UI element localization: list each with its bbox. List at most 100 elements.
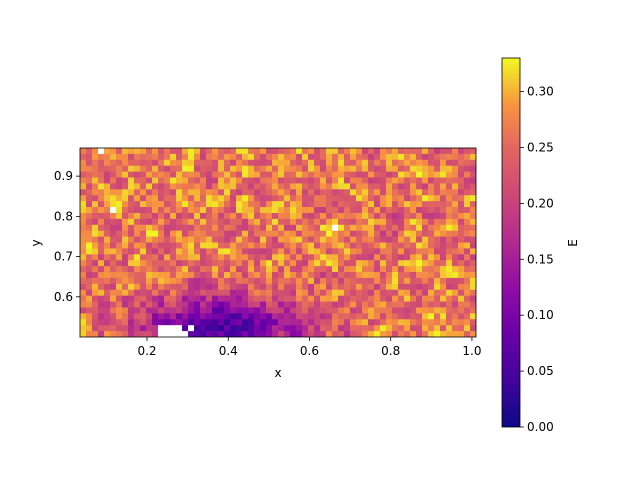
heatmap-cell	[308, 277, 315, 285]
heatmap-cell	[122, 153, 129, 161]
heatmap-cell	[446, 183, 453, 190]
heatmap-cell	[158, 212, 165, 220]
heatmap-cell	[290, 325, 297, 332]
heatmap-cell	[140, 301, 147, 308]
heatmap-cell	[122, 189, 129, 196]
heatmap-cell	[428, 283, 435, 291]
heatmap-cell	[284, 171, 291, 178]
heatmap-cell	[320, 230, 327, 237]
heatmap-cell	[122, 218, 129, 226]
heatmap-cell	[404, 260, 411, 267]
heatmap-cell	[194, 307, 201, 314]
heatmap-cell	[398, 195, 405, 202]
heatmap-cell	[308, 201, 315, 208]
heatmap-cell	[164, 248, 171, 255]
heatmap-cell	[434, 319, 441, 326]
heatmap-cell	[248, 295, 255, 302]
heatmap-cell	[140, 295, 147, 302]
heatmap-cell	[92, 171, 99, 178]
heatmap-cell	[122, 295, 129, 302]
heatmap-cell	[356, 313, 363, 320]
heatmap-cell	[170, 236, 177, 243]
heatmap-cell	[464, 254, 471, 261]
heatmap-cell	[386, 207, 393, 214]
heatmap-cell	[254, 148, 261, 155]
heatmap-cell	[416, 224, 423, 232]
heatmap-cell	[464, 248, 471, 255]
heatmap-cell	[428, 230, 435, 237]
heatmap-cell	[158, 319, 165, 326]
heatmap-cell	[302, 325, 309, 332]
heatmap-cell	[140, 212, 147, 220]
heatmap-cell	[410, 236, 417, 243]
heatmap-cell	[242, 212, 249, 220]
heatmap-cell	[254, 301, 261, 308]
heatmap-cell	[332, 159, 339, 167]
heatmap-cell	[338, 331, 345, 337]
heatmap-cell	[326, 313, 333, 320]
heatmap-cell	[296, 266, 303, 273]
heatmap-cell	[266, 325, 273, 332]
heatmap-cell	[248, 212, 255, 220]
heatmap-cell	[428, 212, 435, 220]
heatmap-cell	[398, 148, 405, 155]
heatmap-cell	[104, 319, 111, 326]
heatmap-cell	[260, 148, 267, 155]
heatmap-cell	[110, 153, 117, 161]
heatmap-cell	[158, 171, 165, 178]
heatmap-cell	[182, 148, 189, 155]
heatmap-cell	[236, 207, 243, 214]
heatmap-cell	[170, 212, 177, 220]
heatmap-cell	[356, 195, 363, 202]
heatmap-cell	[398, 236, 405, 243]
heatmap-cell	[464, 319, 471, 326]
heatmap-cell	[152, 207, 159, 214]
heatmap-cell	[224, 242, 231, 249]
heatmap-cell	[218, 260, 225, 267]
heatmap-cell	[374, 319, 381, 326]
heatmap-cell	[80, 331, 87, 337]
heatmap-cell	[86, 254, 93, 261]
heatmap-cell	[206, 212, 213, 220]
heatmap-cell	[344, 254, 351, 261]
heatmap-cell	[188, 295, 195, 302]
heatmap-cell	[410, 171, 417, 178]
heatmap-cell	[302, 283, 309, 291]
heatmap-cell	[350, 224, 357, 232]
heatmap-cell	[140, 307, 147, 314]
heatmap-cell	[266, 224, 273, 232]
y-axis: 0.60.70.80.9	[54, 169, 80, 304]
heatmap-cell	[368, 319, 375, 326]
heatmap-cell	[278, 242, 285, 249]
heatmap-cell	[374, 331, 381, 337]
heatmap-cell	[284, 266, 291, 273]
heatmap-cell	[200, 248, 207, 255]
heatmap-cell	[356, 165, 363, 173]
heatmap-cell	[224, 195, 231, 202]
heatmap-cell	[392, 301, 399, 308]
y-tick-label: 0.6	[54, 290, 73, 304]
heatmap-cell	[386, 171, 393, 178]
heatmap-cell	[98, 283, 105, 291]
heatmap-cell	[470, 236, 476, 243]
heatmap-cell	[320, 301, 327, 308]
heatmap-cell	[434, 277, 441, 285]
heatmap-cell	[470, 183, 476, 190]
heatmap-cell	[176, 307, 183, 314]
heatmap-cell	[452, 283, 459, 291]
heatmap-cell	[188, 189, 195, 196]
heatmap-cell	[266, 307, 273, 314]
heatmap-cell	[170, 201, 177, 208]
heatmap-cell	[434, 165, 441, 173]
heatmap-cell	[398, 224, 405, 232]
heatmap-cell	[158, 148, 165, 155]
heatmap-cell	[362, 159, 369, 167]
heatmap-cell	[104, 159, 111, 167]
heatmap-cell	[140, 331, 147, 337]
heatmap-cell	[368, 307, 375, 314]
heatmap-cell	[110, 307, 117, 314]
heatmap-cell	[98, 212, 105, 220]
heatmap-cell	[458, 307, 465, 314]
heatmap-cell	[290, 289, 297, 297]
heatmap-cell	[398, 266, 405, 273]
